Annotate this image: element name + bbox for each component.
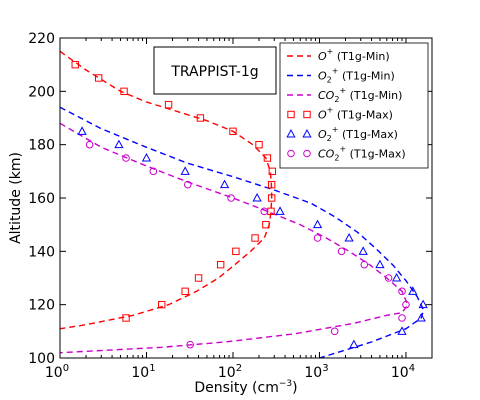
y-tick-label-4: 180 bbox=[28, 138, 55, 154]
series-3-point-3 bbox=[164, 100, 173, 109]
y-tick-label-3: 160 bbox=[28, 191, 55, 207]
y-tick-label-6: 220 bbox=[28, 31, 55, 47]
series-4-point-13 bbox=[418, 299, 428, 309]
data-layer bbox=[59, 50, 428, 359]
series-3-point-17 bbox=[181, 287, 189, 296]
series-4-point-11 bbox=[391, 272, 402, 282]
series-4-point-16 bbox=[349, 339, 359, 349]
y-axis-ticks: 100 120 140 160 180 200 220 bbox=[28, 31, 432, 367]
legend-marker-4-1 bbox=[302, 128, 312, 138]
legend-label-3: O+ (T1g-Max) bbox=[318, 106, 393, 122]
legend-label-1: O2+ (T1g-Min) bbox=[318, 67, 395, 85]
legend-marker-3-1 bbox=[303, 110, 311, 119]
legend: O+ (T1g-Min) O2+ (T1g-Min)CO2+ (T1g-Min) O… bbox=[279, 42, 429, 169]
series-3-point-0 bbox=[71, 60, 79, 69]
series-4-point-2 bbox=[141, 152, 152, 162]
y-tick-label-2: 140 bbox=[28, 244, 55, 260]
x-axis-label: Density (cm−3) bbox=[194, 379, 297, 396]
series-5-point-5 bbox=[260, 207, 269, 216]
series-5-point-6 bbox=[313, 234, 322, 242]
series-line-0 bbox=[59, 50, 273, 330]
series-3-point-12 bbox=[262, 220, 270, 229]
series-3-point-9 bbox=[267, 180, 276, 189]
x-tick-label-0: 100 bbox=[45, 363, 69, 381]
series-3-point-14 bbox=[232, 247, 240, 256]
series-3-point-19 bbox=[122, 314, 130, 322]
series-5-point-1 bbox=[122, 154, 130, 162]
series-3-point-6 bbox=[255, 140, 263, 149]
series-3-point-4 bbox=[196, 114, 205, 122]
series-3-point-7 bbox=[263, 154, 272, 162]
series-5-point-4 bbox=[227, 194, 235, 202]
series-4-point-3 bbox=[180, 166, 190, 175]
series-4-point-12 bbox=[408, 286, 418, 295]
series-4-point-4 bbox=[219, 179, 230, 189]
series-5-point-0 bbox=[85, 140, 94, 149]
series-3-point-16 bbox=[194, 274, 203, 282]
series-3-point-2 bbox=[120, 87, 128, 96]
x-tick-label-4: 104 bbox=[391, 363, 415, 381]
y-axis-label: Altitude (km) bbox=[8, 152, 24, 244]
series-3-point-5 bbox=[229, 127, 237, 136]
legend-label-2: CO2+ (T1g-Min) bbox=[318, 86, 402, 104]
y-tick-label-1: 120 bbox=[28, 298, 55, 314]
series-5-point-13 bbox=[330, 327, 339, 336]
series-3-point-10 bbox=[267, 194, 276, 202]
series-3-point-8 bbox=[268, 167, 277, 176]
series-4-point-15 bbox=[397, 326, 407, 335]
series-5-point-2 bbox=[149, 167, 158, 176]
series-5-point-8 bbox=[360, 260, 369, 269]
legend-marker-3-0 bbox=[287, 110, 295, 119]
x-tick-label-1: 101 bbox=[131, 363, 155, 381]
x-axis-ticks: 100 101 102 103 104 bbox=[45, 38, 433, 381]
series-5-point-10 bbox=[398, 287, 406, 296]
series-4-point-7 bbox=[312, 219, 323, 229]
series-line-1 bbox=[59, 106, 425, 359]
series-5-point-9 bbox=[384, 274, 393, 282]
annotation-box: TRAPPIST-1g bbox=[153, 46, 277, 95]
y-tick-label-0: 100 bbox=[28, 351, 55, 367]
series-4-point-5 bbox=[252, 192, 262, 202]
legend-label-0: O+ (T1g-Min) bbox=[318, 47, 390, 63]
series-5-point-12 bbox=[398, 314, 406, 322]
series-3-point-15 bbox=[216, 260, 225, 269]
series-3-point-18 bbox=[158, 300, 166, 309]
legend-label-5: CO2+ (T1g-Max) bbox=[318, 145, 406, 163]
series-3-point-13 bbox=[251, 234, 259, 242]
series-5-point-14 bbox=[186, 340, 194, 349]
series-4-point-14 bbox=[416, 312, 426, 322]
series-5-point-3 bbox=[183, 180, 192, 189]
series-4-point-1 bbox=[114, 139, 124, 149]
series-3-point-1 bbox=[94, 74, 103, 82]
x-tick-label-3: 103 bbox=[304, 363, 328, 381]
series-4-point-9 bbox=[358, 246, 368, 255]
legend-frame bbox=[279, 42, 429, 169]
annotation-text: TRAPPIST-1g bbox=[170, 64, 258, 80]
legend-marker-4-0 bbox=[286, 128, 296, 138]
series-5-point-11 bbox=[402, 300, 410, 309]
x-tick-label-2: 102 bbox=[218, 363, 242, 381]
series-4-point-10 bbox=[375, 259, 385, 269]
series-line-2 bbox=[59, 122, 409, 354]
legend-label-4: O2+ (T1g-Max) bbox=[318, 125, 398, 143]
series-5-point-7 bbox=[337, 247, 346, 256]
series-4-point-0 bbox=[77, 126, 87, 135]
y-tick-label-5: 200 bbox=[28, 84, 55, 100]
legend-marker-5-1 bbox=[303, 149, 311, 158]
series-4-point-6 bbox=[275, 206, 285, 215]
series-4-point-8 bbox=[344, 232, 354, 242]
legend-marker-5-0 bbox=[287, 149, 295, 158]
